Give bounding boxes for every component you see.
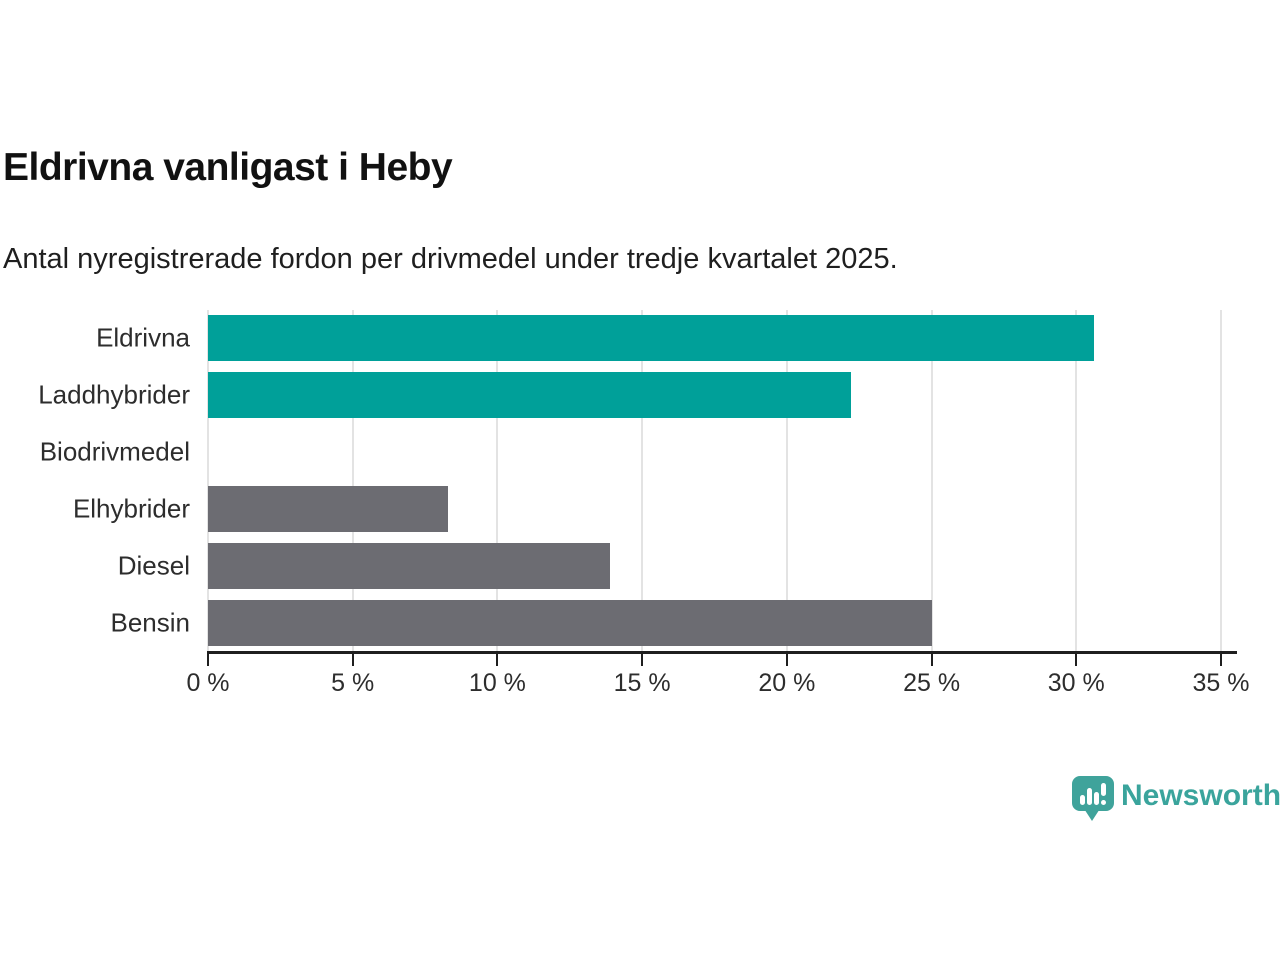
x-axis-tick-label: 30 %	[1047, 669, 1105, 697]
x-axis-tick-label: 25 %	[903, 669, 961, 697]
category-label-biodrivmedel: Biodrivmedel	[39, 436, 190, 467]
bar-eldrivna	[208, 315, 1094, 362]
bar-elhybrider	[208, 485, 449, 532]
bar-diesel	[208, 542, 611, 589]
x-axis-tick-label: 15 %	[613, 669, 671, 697]
gridline	[351, 310, 354, 651]
x-axis-tick	[351, 654, 354, 666]
chart-subtitle: Antal nyregistrerade fordon per drivmede…	[3, 243, 898, 275]
category-label-eldrivna: Eldrivna	[96, 322, 190, 353]
x-axis-tick	[1220, 654, 1222, 666]
gridline	[1220, 310, 1222, 651]
gridline	[930, 310, 933, 651]
bar-bensin	[208, 599, 932, 646]
gridline	[496, 310, 499, 651]
x-axis-tick-label: 20 %	[758, 669, 816, 697]
category-label-bensin: Bensin	[110, 607, 191, 638]
x-axis-tick	[641, 654, 644, 666]
x-axis-tick-label: 35 %	[1192, 669, 1250, 697]
x-axis-line	[207, 651, 1237, 654]
x-axis-tick-label: 5 %	[331, 669, 375, 697]
brand-name: Newsworthy	[1121, 779, 1280, 812]
y-axis-category-labels: Eldrivna Laddhybrider Biodrivmedel Elhybrid…	[0, 310, 190, 651]
x-axis-tick	[785, 654, 788, 666]
category-label-diesel: Diesel	[117, 550, 190, 581]
x-axis-tick	[930, 654, 933, 666]
bar-laddhybrider	[208, 372, 851, 419]
category-label-elhybrider: Elhybrider	[72, 493, 190, 524]
x-axis-tick	[496, 654, 499, 666]
x-axis-tick-label: 10 %	[468, 669, 526, 697]
gridline	[785, 310, 788, 651]
x-axis-tick	[1075, 654, 1078, 666]
plot-area	[207, 310, 1222, 651]
gridline	[641, 310, 644, 651]
x-axis-tick	[207, 654, 209, 666]
gridline	[207, 310, 209, 651]
category-label-laddhybrider: Laddhybrider	[38, 379, 190, 410]
newsworthy-logo-icon	[1072, 776, 1114, 821]
gridline	[1075, 310, 1078, 651]
brand-footer: Newsworthy	[1072, 776, 1280, 822]
x-axis-tick-label: 0 %	[186, 669, 230, 697]
chart-title: Eldrivna vanligast i Heby	[3, 146, 453, 189]
